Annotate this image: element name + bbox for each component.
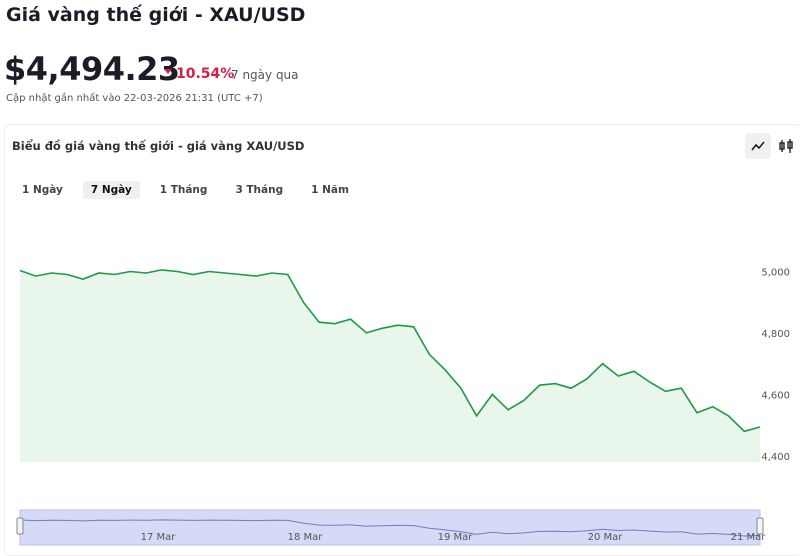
- y-tick-label: 4,400: [761, 452, 790, 463]
- y-tick-label: 4,800: [761, 329, 790, 340]
- navigator-handle: [16, 517, 24, 535]
- navigator-label: 18 Mar: [288, 532, 324, 543]
- range-tab[interactable]: 1 Ngày: [22, 184, 63, 196]
- navigator-label: 19 Mar: [438, 532, 474, 543]
- price: $4,494.23: [4, 50, 180, 88]
- area-fill: [20, 269, 760, 462]
- panel-title: Biểu đồ giá vàng thế giới - giá vàng XAU…: [12, 139, 305, 153]
- navigator-handle: [756, 517, 764, 535]
- navigator-label: 21 Mar: [731, 532, 767, 543]
- range-tab[interactable]: 1 Tháng: [159, 184, 208, 196]
- navigator-label: 17 Mar: [141, 532, 177, 543]
- navigator-label: 20 Mar: [588, 532, 624, 543]
- candle-mode-button[interactable]: [779, 139, 793, 153]
- price-line: [19, 269, 761, 433]
- y-tick-label: 4,600: [761, 390, 790, 401]
- y-tick-label: 5,000: [761, 267, 790, 278]
- navigator-line: [19, 519, 761, 537]
- range-tab[interactable]: 7 Ngày: [82, 181, 140, 199]
- change-period: 7 ngày qua: [231, 68, 299, 82]
- range-tab[interactable]: 1 Năm: [311, 184, 349, 196]
- range-tabs: 1 Ngày 7 Ngày 1 Tháng 3 Tháng 1 Năm: [14, 181, 369, 199]
- navigator: [19, 509, 761, 546]
- updated-time: Cập nhật gần nhất vào 22-03-2026 21:31 (…: [6, 93, 263, 104]
- page-title: Giá vàng thế giới - XAU/USD: [6, 4, 306, 26]
- price-change: 10.54%: [164, 66, 234, 82]
- chart-tools: [745, 133, 793, 159]
- range-tab[interactable]: 3 Tháng: [235, 184, 284, 196]
- line-icon: [751, 141, 765, 151]
